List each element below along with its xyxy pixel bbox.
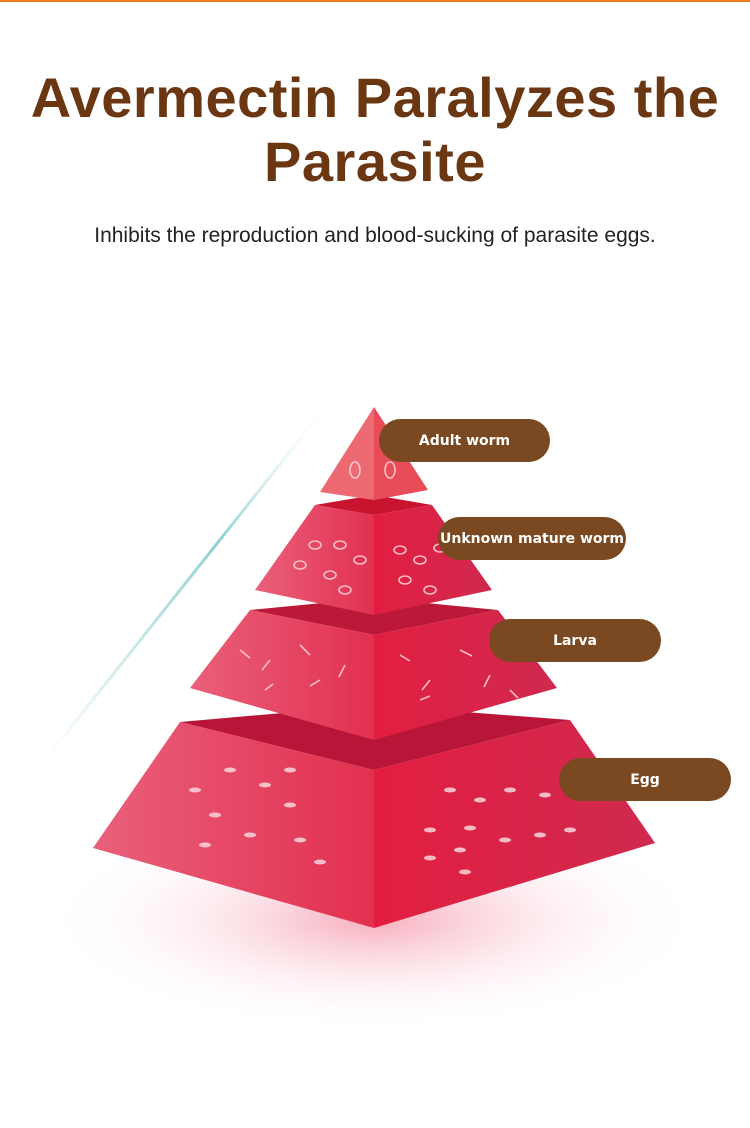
- egg-mark: [284, 802, 296, 808]
- egg-mark: [424, 827, 436, 833]
- larva-mark: [309, 679, 321, 687]
- egg-mark: [284, 767, 296, 773]
- larva-mark: [509, 689, 519, 699]
- egg-mark: [539, 792, 551, 798]
- worm-mark: [308, 540, 322, 550]
- adult-worm-mark: [349, 461, 361, 479]
- egg-mark: [199, 842, 211, 848]
- page-title: Avermectin Paralyzes the Parasite: [30, 66, 720, 193]
- worm-mark: [413, 555, 427, 565]
- larva-mark: [338, 664, 346, 678]
- worm-mark: [338, 585, 352, 595]
- egg-mark: [564, 827, 576, 833]
- worm-mark: [293, 560, 307, 570]
- larva-mark: [419, 695, 431, 701]
- worm-mark: [323, 570, 337, 580]
- larva-mark: [399, 654, 411, 662]
- egg-mark: [444, 787, 456, 793]
- worm-mark: [333, 540, 347, 550]
- egg-mark: [244, 832, 256, 838]
- egg-mark: [464, 825, 476, 831]
- egg-mark: [224, 767, 236, 773]
- top-accent-bar: [0, 0, 750, 2]
- label-adult-worm: Adult worm: [379, 419, 550, 462]
- label-unknown-mature-worm: Unknown mature worm: [438, 517, 626, 560]
- egg-mark: [209, 812, 221, 818]
- egg-mark: [499, 837, 511, 843]
- larva-mark: [264, 683, 274, 691]
- tier-unknown-mature-worm: [255, 495, 492, 615]
- egg-mark: [504, 787, 516, 793]
- larva-mark: [459, 649, 473, 657]
- worm-mark: [393, 545, 407, 555]
- egg-mark: [259, 782, 271, 788]
- label-egg: Egg: [559, 758, 731, 801]
- larva-mark: [421, 679, 431, 691]
- egg-mark: [294, 837, 306, 843]
- page-subtitle: Inhibits the reproduction and blood-suck…: [94, 224, 656, 247]
- light-beam: [43, 394, 337, 761]
- egg-mark: [534, 832, 546, 838]
- egg-mark: [454, 847, 466, 853]
- worm-mark: [353, 555, 367, 565]
- egg-mark: [474, 797, 486, 803]
- larva-mark: [483, 674, 491, 688]
- adult-worm-mark: [384, 461, 396, 479]
- worm-mark: [398, 575, 412, 585]
- label-larva: Larva: [489, 619, 661, 662]
- egg-mark: [424, 855, 436, 861]
- worm-mark: [423, 585, 437, 595]
- egg-mark: [189, 787, 201, 793]
- larva-mark: [261, 659, 271, 671]
- egg-mark: [314, 859, 326, 865]
- egg-mark: [459, 869, 471, 875]
- larva-mark: [299, 644, 311, 656]
- larva-mark: [239, 649, 251, 659]
